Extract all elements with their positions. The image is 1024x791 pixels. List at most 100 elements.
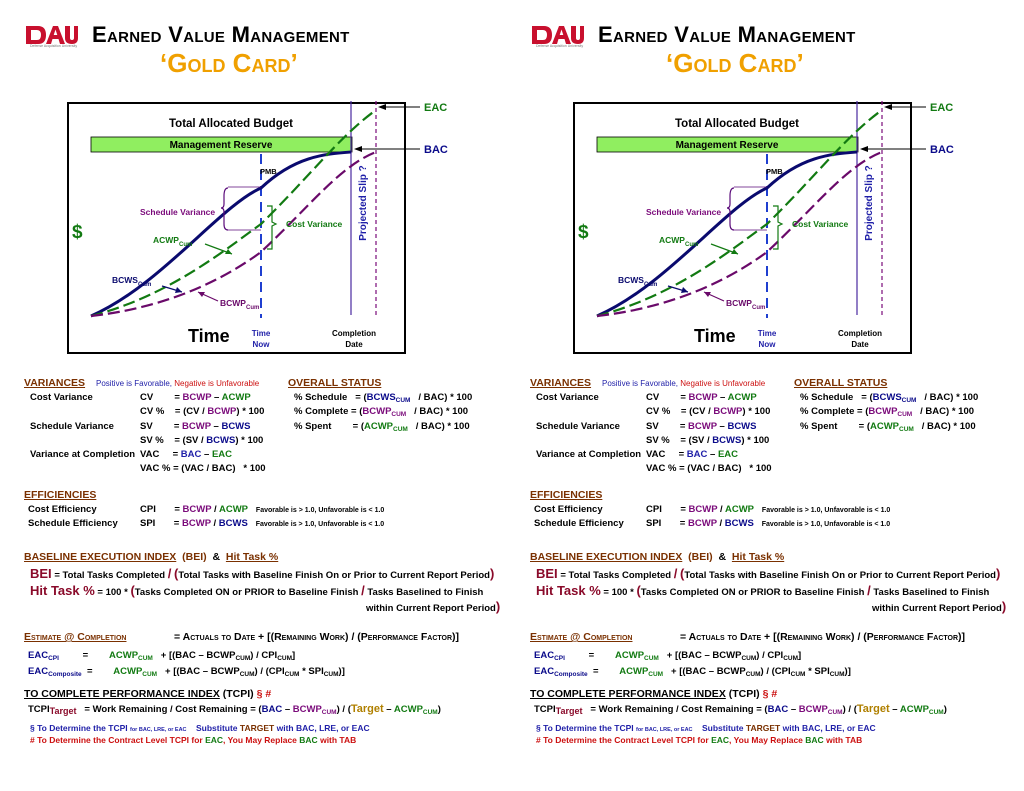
card-title: Earned Value Management bbox=[92, 22, 350, 47]
management-reserve-bar bbox=[596, 136, 859, 153]
cv-formula: CV = BCWP – ACWP bbox=[140, 392, 251, 403]
eac-cpi-formula: EACCPI = ACWPCUM + [(BAC – BCWPCUM) / CP… bbox=[28, 650, 296, 662]
bac-label: BAC bbox=[930, 144, 954, 156]
cost-efficiency-label: Cost Efficiency bbox=[534, 504, 603, 515]
cost-variance-bracket bbox=[773, 205, 784, 250]
evm-chart: Management Reserve Total Allocated Budge… bbox=[573, 101, 954, 354]
tcpi-note-2: # To Determine the Contract Level TCPI f… bbox=[536, 735, 863, 745]
eac-cpi-formula: EACCPI = ACWPCUM + [(BAC – BCWPCUM) / CP… bbox=[534, 650, 802, 662]
vac-formula: VAC = BAC – EAC bbox=[140, 449, 232, 460]
vac-row-label: Variance at Completion bbox=[30, 449, 136, 460]
vac-pct-formula: VAC % = (VAC / BAC) * 100 bbox=[140, 463, 266, 474]
spi-formula: SPI = BCWP / BCWS Favorable is > 1.0, Un… bbox=[646, 518, 891, 529]
time-axis-label: Time bbox=[188, 326, 230, 346]
cost-variance-label: Cost Variance bbox=[792, 219, 848, 229]
vac-formula: VAC = BAC – EAC bbox=[646, 449, 738, 460]
overall-status-header: OVERALL STATUS bbox=[794, 377, 888, 389]
cpi-formula: CPI = BCWP / ACWP Favorable is > 1.0, Un… bbox=[140, 504, 385, 515]
time-now-label-1: Time bbox=[758, 329, 777, 338]
eac-label: EAC bbox=[930, 102, 953, 114]
cost-variance-row-label: Cost Variance bbox=[536, 392, 599, 403]
bcws-curve-label: BCWSCum bbox=[112, 275, 151, 288]
pct-complete-formula: % Complete = (BCWPCUM / BAC) * 100 bbox=[800, 406, 975, 418]
tcpi-header: TO COMPLETE PERFORMANCE INDEX (TCPI) § # bbox=[530, 688, 778, 700]
completion-label-2: Date bbox=[851, 340, 869, 349]
eac-general-formula: = Actuals to Date + [(Remaining Work) / … bbox=[680, 631, 966, 643]
tcpi-formula: TCPITarget = Work Remaining / Cost Remai… bbox=[534, 703, 947, 716]
tcpi-header: TO COMPLETE PERFORMANCE INDEX (TCPI) § # bbox=[24, 688, 272, 700]
cost-variance-label: Cost Variance bbox=[286, 219, 342, 229]
total-allocated-budget-label: Total Allocated Budget bbox=[675, 118, 799, 130]
sv-pct-formula: SV % = (SV / BCWS) * 100 bbox=[646, 435, 770, 446]
bcws-curve-label: BCWSCum bbox=[618, 275, 657, 288]
pmb-label: PMB bbox=[766, 167, 783, 176]
card-title: Earned Value Management bbox=[598, 22, 856, 47]
acwp-curve-label: ACWPCum bbox=[659, 235, 698, 248]
card-subtitle: ‘Gold Card’ bbox=[160, 48, 298, 78]
time-axis-label: Time bbox=[694, 326, 736, 346]
bac-label: BAC bbox=[424, 144, 448, 156]
total-allocated-budget-label: Total Allocated Budget bbox=[169, 118, 293, 130]
card-subtitle: ‘Gold Card’ bbox=[666, 48, 804, 78]
acwp-curve bbox=[90, 109, 377, 318]
sv-formula: SV = BCWP – BCWS bbox=[646, 421, 757, 432]
vac-pct-formula: VAC % = (VAC / BAC) * 100 bbox=[646, 463, 772, 474]
bei-formula: BEI = Total Tasks Completed / (Total Tas… bbox=[536, 566, 1001, 581]
logo-caption: Defense Acquisition University bbox=[536, 44, 584, 48]
completion-label-2: Date bbox=[345, 340, 363, 349]
bcws-curve bbox=[90, 150, 352, 318]
variances-header: VARIANCES bbox=[24, 377, 86, 389]
acwp-curve bbox=[596, 109, 883, 318]
management-reserve-label: Management Reserve bbox=[170, 140, 273, 151]
efficiencies-header: EFFICIENCIES bbox=[24, 489, 97, 501]
pct-spent-formula: % Spent = (ACWPCUM / BAC) * 100 bbox=[800, 421, 976, 433]
tcpi-note-1: § To Determine the TCPI for BAC, LRE, or… bbox=[30, 723, 370, 733]
eac-header: Estimate @ Completion bbox=[530, 631, 633, 643]
schedule-variance-brace bbox=[726, 187, 735, 231]
tcpi-note-2: # To Determine the Contract Level TCPI f… bbox=[30, 735, 357, 745]
eac-composite-formula: EACComposite = ACWPCUM + [(BAC – BCWPCUM… bbox=[534, 666, 851, 678]
spi-formula: SPI = BCWP / BCWS Favorable is > 1.0, Un… bbox=[140, 518, 385, 529]
projected-slip-label: Projected Slip ? bbox=[864, 165, 875, 241]
management-reserve-label: Management Reserve bbox=[676, 140, 779, 151]
pmb-label: PMB bbox=[260, 167, 277, 176]
schedule-efficiency-label: Schedule Efficiency bbox=[28, 518, 118, 529]
eac-general-formula: = Actuals to Date + [(Remaining Work) / … bbox=[174, 631, 460, 643]
cost-variance-row-label: Cost Variance bbox=[30, 392, 93, 403]
tcpi-note-1: § To Determine the TCPI for BAC, LRE, or… bbox=[536, 723, 876, 733]
bcws-curve bbox=[596, 150, 858, 318]
bei-formula: BEI = Total Tasks Completed / (Total Tas… bbox=[30, 566, 495, 581]
vac-row-label: Variance at Completion bbox=[536, 449, 642, 460]
evm-chart: Management Reserve Total Allocated Budge… bbox=[67, 101, 448, 354]
variances-legend: Positive is Favorable, Negative is Unfav… bbox=[96, 379, 260, 388]
logo-caption: Defense Acquisition University bbox=[30, 44, 78, 48]
cost-variance-bracket bbox=[267, 205, 278, 250]
projected-slip-label: Projected Slip ? bbox=[358, 165, 369, 241]
pct-spent-formula: % Spent = (ACWPCUM / BAC) * 100 bbox=[294, 421, 470, 433]
bcwp-curve-label: BCWPCum bbox=[726, 298, 765, 311]
dau-logo bbox=[532, 26, 584, 44]
time-now-label-2: Now bbox=[253, 340, 271, 349]
schedule-variance-row-label: Schedule Variance bbox=[30, 421, 114, 432]
pct-complete-formula: % Complete = (BCWPCUM / BAC) * 100 bbox=[294, 406, 469, 418]
variances-legend: Positive is Favorable, Negative is Unfav… bbox=[602, 379, 766, 388]
hit-task-formula-cont: within Current Report Period) bbox=[366, 599, 501, 614]
completion-label-1: Completion bbox=[838, 329, 882, 338]
hit-task-formula-cont: within Current Report Period) bbox=[872, 599, 1007, 614]
bei-header: BASELINE EXECUTION INDEX (BEI) & Hit Tas… bbox=[24, 551, 279, 563]
cost-efficiency-label: Cost Efficiency bbox=[28, 504, 97, 515]
pct-schedule-formula: % Schedule = (BCWSCUM / BAC) * 100 bbox=[294, 392, 473, 404]
gold-card-right: Defense Acquisition University Earned Va… bbox=[526, 0, 1024, 791]
dollar-axis-label: $ bbox=[72, 222, 83, 243]
completion-label-1: Completion bbox=[332, 329, 376, 338]
bei-header: BASELINE EXECUTION INDEX (BEI) & Hit Tas… bbox=[530, 551, 785, 563]
schedule-efficiency-label: Schedule Efficiency bbox=[534, 518, 624, 529]
sv-pct-formula: SV % = (SV / BCWS) * 100 bbox=[140, 435, 264, 446]
eac-header: Estimate @ Completion bbox=[24, 631, 127, 643]
hit-task-formula: Hit Task % = 100 * (Tasks Completed ON o… bbox=[30, 583, 484, 598]
time-now-label-2: Now bbox=[759, 340, 777, 349]
pct-schedule-formula: % Schedule = (BCWSCUM / BAC) * 100 bbox=[800, 392, 979, 404]
gold-card-left: Defense Acquisition University Earned Va… bbox=[20, 0, 520, 791]
schedule-variance-row-label: Schedule Variance bbox=[536, 421, 620, 432]
bcwp-curve-label: BCWPCum bbox=[220, 298, 259, 311]
